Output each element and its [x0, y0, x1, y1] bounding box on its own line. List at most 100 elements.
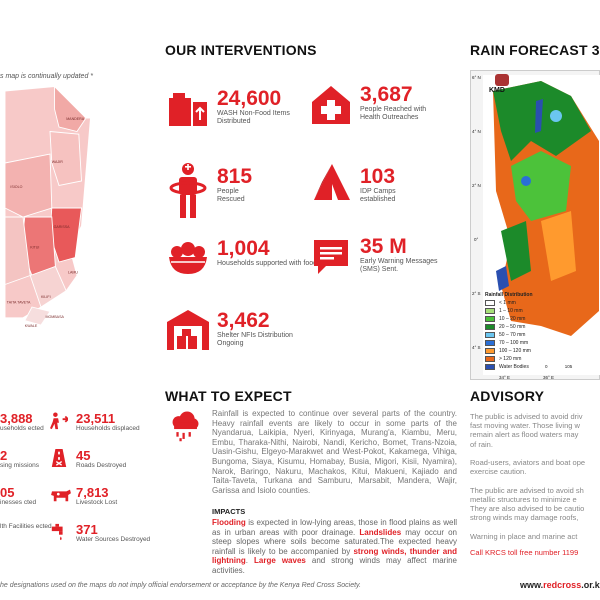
legend-swatch [485, 332, 495, 338]
map-label-mandera: MANDERA [66, 117, 85, 121]
legend-label: Water Bodies [499, 364, 529, 370]
footer-url[interactable]: www.redcross.or.ke [520, 580, 600, 590]
intervention-label: People Reached with Health Outreaches [360, 106, 427, 121]
legend-label: 70 – 100 mm [499, 340, 529, 346]
legend-item: 70 – 100 mm [485, 339, 600, 347]
impact-label: lth Facilities ected [0, 523, 52, 530]
impacts-text: is expected in low-lying areas, those in… [212, 518, 457, 537]
map-label-wajir: WAJIR [52, 160, 63, 164]
legend-item: Water Bodies [485, 363, 600, 371]
what-to-expect-title: WHAT TO EXPECT [165, 388, 292, 404]
legend-label: > 120 mm [499, 356, 522, 362]
map-label-lamu: LAMU [68, 271, 78, 275]
intervention-health: 3,687 People Reached with Health Outreac… [310, 84, 448, 126]
intervention-shelter: 3,462 Shelter NFIs Distribution Ongoing [167, 304, 297, 354]
lat-tick: 4° S [472, 345, 481, 350]
interventions-title: OUR INTERVENTIONS [165, 42, 317, 58]
impact-stat: 2 sing missions [0, 449, 39, 470]
legend-swatch [485, 364, 495, 370]
counties-impact-map: MANDERA WAJIR ISIOLO GARISSA KITUI LAMU … [4, 85, 91, 328]
intervention-value: 1,004 [217, 237, 270, 260]
lon-tick: 36° E [543, 375, 554, 380]
intervention-wash-nfi: 24,600 WASH Non-Food Items Distributed [167, 88, 305, 130]
impacts-text: may occur on steep slopes where soils be… [212, 527, 457, 556]
forecast-paragraph: Rainfall is expected to continue over se… [212, 409, 457, 495]
intervention-rescued: 815 People Rescued [167, 146, 257, 218]
map-label-mombasa: MOMBASA [46, 315, 65, 319]
lat-tick: 2° S [472, 291, 481, 296]
lat-tick: 0° [474, 237, 479, 242]
url-brand: redcross [543, 580, 582, 590]
flooding-term: Flooding [212, 518, 246, 527]
intervention-idp-camps: 103 IDP Camps established [310, 160, 420, 204]
rescue-person-icon [169, 163, 207, 218]
impact-value: 371 [76, 522, 98, 537]
legend-swatch [485, 340, 495, 346]
scale-bar: 0 105 [545, 364, 595, 369]
hotline-text: Call KRCS toll free number 1199 [470, 548, 579, 557]
livestock-icon [50, 486, 76, 509]
intervention-value: 35 M [360, 235, 407, 258]
legend-item: < 1 mm [485, 299, 600, 307]
impact-label: Households displaced [76, 425, 140, 432]
intervention-label: IDP Camps established [360, 188, 396, 203]
advisory-line: Warning in place and marine act [470, 531, 578, 541]
legend-swatch [485, 356, 495, 362]
impact-label: Water Sources Destroyed [76, 536, 151, 543]
legend-label: 10 – 20 mm [499, 316, 526, 322]
scale-tick: 105 [564, 364, 573, 369]
map-label-taita-taveta: TAITA TAVETA [7, 300, 31, 304]
advisory-title: ADVISORY [470, 388, 545, 404]
impacts-text: and strong winds may affect marine activ… [212, 556, 457, 575]
intervention-label: Shelter NFIs Distribution Ongoing [217, 332, 293, 347]
legend-item: > 120 mm [485, 355, 600, 363]
intervention-label: People Rescued [217, 188, 245, 203]
legend-swatch [485, 324, 495, 330]
legend-item: 20 – 50 mm [485, 323, 600, 331]
map-label-isiolo: ISIOLO [10, 185, 22, 189]
advisory-line: Road-users, aviators and boat ope [470, 458, 586, 467]
kmd-agency-label: KMD [489, 87, 505, 94]
legend-swatch [485, 348, 495, 354]
impact-value: 45 [76, 448, 91, 463]
legend-label: 100 – 120 mm [499, 348, 531, 354]
impact-value: 05 [0, 485, 15, 500]
impacts-title: IMPACTS [212, 507, 246, 516]
large-waves-term: Large waves [254, 556, 306, 566]
advisory-line: The public are advised to avoid sh [470, 485, 584, 495]
legend-label: 50 – 70 mm [499, 332, 526, 338]
advisory-line: The public is advised to avoid driv [470, 412, 583, 421]
legend-swatch [485, 300, 495, 306]
impact-label: inesses cted [0, 499, 37, 506]
intervention-value: 3,462 [217, 309, 270, 332]
intervention-food: 1,004 Households supported with food [167, 238, 317, 280]
kenya-coat-of-arms [495, 74, 509, 86]
intervention-label: WASH Non-Food Items Distributed [217, 110, 290, 125]
intervention-sms: 35 M Early Warning Messages (SMS) Sent. [310, 236, 440, 278]
intervention-label: Households supported with food [217, 260, 318, 267]
sms-message-icon [314, 240, 348, 274]
advisory-line: strong winds may damage roofs, [470, 513, 579, 523]
intervention-label: Early Warning Messages (SMS) Sent. [360, 258, 438, 273]
impact-label: Livestock Lost [76, 499, 118, 506]
map-label-kilifi: KILIFI [41, 295, 51, 299]
advisory-line: metallic structures to minimize e [470, 494, 577, 504]
advisory-line: of rain. [470, 439, 493, 449]
tent-icon [314, 164, 350, 200]
wash-nfi-icon [169, 93, 207, 126]
landslides-term: Landslides [359, 527, 402, 537]
legend-swatch [485, 308, 495, 314]
impact-label: Roads Destroyed [76, 462, 127, 469]
impact-label: sing missions [0, 462, 40, 469]
advisory-line: They are also advised to be cautio [470, 504, 585, 513]
impact-stat: 371 Water Sources Destroyed [50, 523, 150, 546]
impact-value: 7,813 [76, 485, 109, 500]
legend-label: 1 – 10 mm [499, 308, 523, 314]
displaced-people-icon [50, 412, 76, 435]
impact-stat: lth Facilities ected [0, 523, 52, 531]
rain-cloud-icon [172, 411, 199, 442]
intervention-value: 24,600 [217, 87, 282, 110]
advisory-line: fast moving water. Those living w [470, 421, 580, 431]
rainfall-legend: Rainfall Distribution < 1 mm 1 – 10 mm 10 … [485, 292, 600, 371]
intervention-value: 815 [217, 165, 253, 188]
